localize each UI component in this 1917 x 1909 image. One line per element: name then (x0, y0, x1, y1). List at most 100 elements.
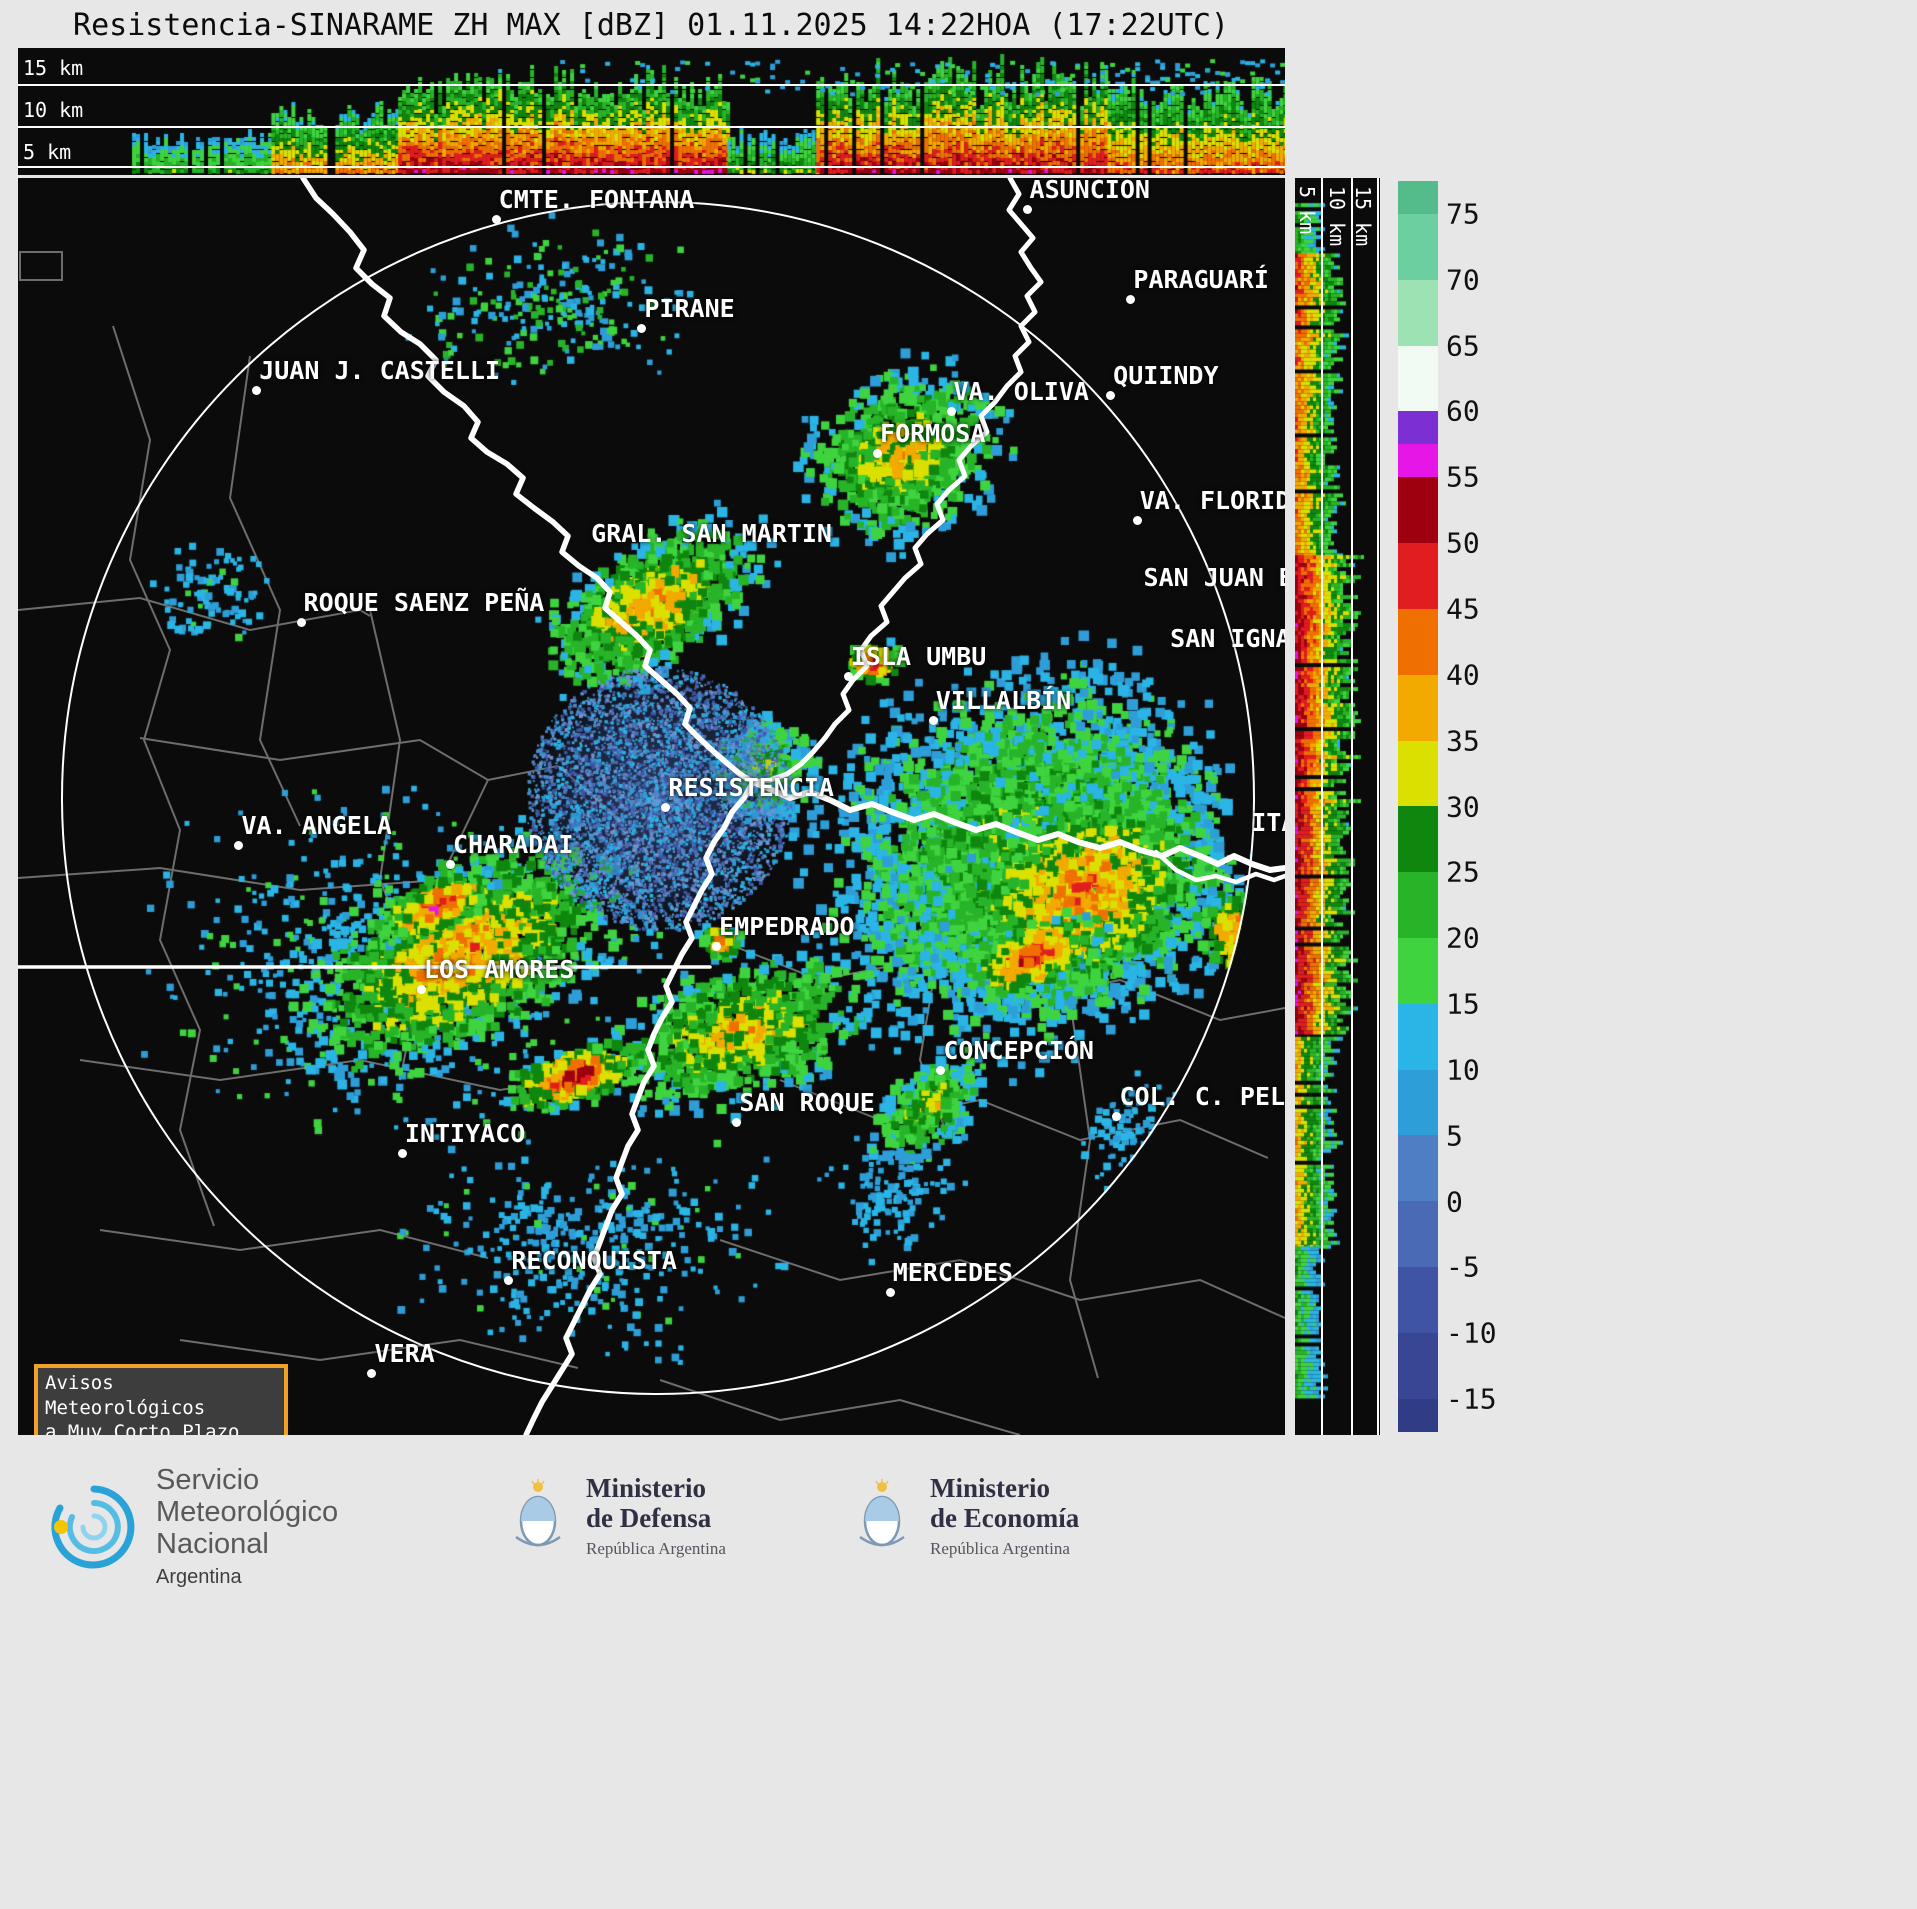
city-label: EMPEDRADO (719, 912, 855, 942)
city-label: ROQUE SAENZ PEÑA (303, 587, 545, 617)
colorbar-tick-65: 65 (1446, 329, 1480, 363)
city-dot (1132, 515, 1142, 525)
city-dot (416, 984, 426, 994)
city-dot (446, 860, 456, 870)
economia-title-line1: Ministerio (930, 1473, 1050, 1503)
city-dot (946, 406, 956, 416)
colorbar-tick-25: 25 (1446, 855, 1480, 889)
argentina-crest-icon (859, 1479, 905, 1547)
height-line-10km (18, 126, 1285, 128)
colorbar-tick-45: 45 (1446, 592, 1480, 626)
height-line-10km-v (1351, 178, 1353, 1435)
argentina-crest-icon (515, 1479, 561, 1547)
city-label: COL. C. PELLEGRINI (1119, 1081, 1285, 1111)
colorbar-segment-45dbz (1398, 543, 1438, 609)
smn-logo-icon (51, 1485, 135, 1569)
city-label: ITATÍ (1251, 807, 1285, 837)
city-label: PIRANE (644, 293, 735, 323)
city-dot (234, 841, 244, 851)
city-label: VA. ANGELA (241, 811, 392, 841)
colorbar-tick-75: 75 (1446, 197, 1480, 231)
city-dot (732, 1118, 742, 1127)
advisory-line-2: a Muy Corto Plazo (45, 1421, 240, 1435)
right-cross-section-canvas (1295, 178, 1380, 1435)
footer: Servicio Meteorológico Nacional Argentin… (0, 1443, 1917, 1909)
colorbar-segment--10dbz (1398, 1267, 1438, 1333)
city-dot (1022, 205, 1032, 215)
ministerio-economia-block: Ministerio de Economía República Argenti… (852, 1473, 1079, 1559)
page-title: Resistencia-SINARAME ZH MAX [dBZ] 01.11.… (73, 8, 1229, 43)
colorbar-tick-0: 0 (1446, 1185, 1463, 1219)
colorbar-segment-50dbz (1398, 477, 1438, 544)
colorbar-segment-5dbz (1398, 1069, 1438, 1136)
height-label-5km: 5 km (23, 140, 72, 164)
city-label: SAN IGNACIO (1170, 624, 1285, 654)
colorbar-tick-15: 15 (1446, 987, 1480, 1021)
economia-sub: República Argentina (930, 1539, 1070, 1559)
height-label-10km-v: 10 km (1325, 186, 1349, 247)
colorbar-segment-30dbz (1398, 740, 1438, 807)
defensa-title-line1: Ministerio (586, 1473, 706, 1503)
colorbar-segment--5dbz (1398, 1201, 1438, 1268)
smn-name-sub: Argentina (156, 1565, 242, 1588)
smn-name-line1: Servicio (156, 1464, 260, 1496)
city-label: ASUNCIÓN (1029, 178, 1150, 205)
city-dot (712, 942, 722, 952)
height-line-15km (18, 84, 1285, 86)
colorbar-segment--15dbz (1398, 1332, 1438, 1399)
colorbar-segment--17.5dbz (1398, 1398, 1438, 1432)
colorbar-segment-75dbz (1398, 181, 1438, 214)
height-label-5km-v: 5 km (1295, 186, 1319, 235)
city-dot (885, 1287, 895, 1297)
dbz-colorbar (1398, 181, 1438, 1432)
city-label: CONCEPCIÓN (943, 1036, 1094, 1066)
colorbar-tick-55: 55 (1446, 460, 1480, 494)
city-label: GRAL. SAN MARTIN (591, 518, 832, 548)
city-dot (928, 715, 938, 725)
smn-name-line2: Meteorológico (156, 1495, 339, 1528)
dbz-colorbar-labels: 75 70 65 60 55 50 45 40 35 30 25 20 15 10 5 0 -5 -10 -15 (1446, 181, 1526, 1432)
colorbar-tick-50: 50 (1446, 526, 1480, 560)
height-line-15km-v (1377, 178, 1379, 1435)
colorbar-segment-70dbz (1398, 213, 1438, 280)
colorbar-segment-0dbz (1398, 1135, 1438, 1202)
city-label: VA. OLIVA (953, 376, 1089, 406)
city-labels-layer: CMTE. FONTANA ASUNCIÓN PIRANE PARAGUARÍ JUAN… (18, 178, 1285, 1435)
colorbar-segment-60dbz (1398, 345, 1438, 412)
city-label: INTIYACO (404, 1119, 526, 1149)
colorbar-segment-55dbz (1398, 444, 1438, 478)
city-label: FORMOSA (880, 419, 986, 449)
city-dot (661, 802, 671, 812)
colorbar-tick-20: 20 (1446, 921, 1480, 955)
city-dot (1126, 294, 1136, 304)
advisory-line-1: Avisos Meteorológicos (45, 1372, 206, 1419)
smn-logo-block: Servicio Meteorológico Nacional Argentin… (50, 1464, 339, 1589)
city-dot (367, 1369, 377, 1379)
city-label: SAN ROQUE (739, 1088, 875, 1117)
colorbar-segment-20dbz (1398, 872, 1438, 938)
colorbar-segment-25dbz (1398, 806, 1438, 873)
top-cross-section-panel: 15 km 10 km 5 km (18, 48, 1285, 175)
city-dot (397, 1149, 407, 1159)
defensa-title-line2: de Defensa (586, 1503, 712, 1534)
colorbar-tick--10: -10 (1446, 1316, 1497, 1350)
city-label: VILLALBÍN (935, 685, 1072, 715)
radar-echo-canvas (18, 178, 1285, 1435)
ministerio-defensa-block: Ministerio de Defensa República Argentin… (508, 1473, 726, 1559)
colorbar-tick-5: 5 (1446, 1119, 1463, 1153)
city-label: QUIINDY (1113, 361, 1219, 391)
height-label-10km: 10 km (23, 98, 84, 122)
colorbar-tick-35: 35 (1446, 724, 1480, 758)
rivers-layer (18, 178, 1285, 1435)
defensa-sub: República Argentina (586, 1539, 726, 1559)
city-label: VA. FLORIDA (1139, 485, 1285, 515)
city-dot (843, 671, 853, 681)
city-label: JUAN J. CASTELLI (259, 356, 501, 386)
city-dot (296, 617, 306, 627)
colorbar-tick-30: 30 (1446, 790, 1480, 823)
city-label: MERCEDES (892, 1257, 1014, 1287)
city-dot (1106, 391, 1116, 401)
colorbar-segment-57.5dbz (1398, 411, 1438, 445)
height-label-15km-v: 15 km (1351, 186, 1375, 247)
right-cross-section-panel: 5 km 10 km 15 km (1295, 178, 1380, 1435)
